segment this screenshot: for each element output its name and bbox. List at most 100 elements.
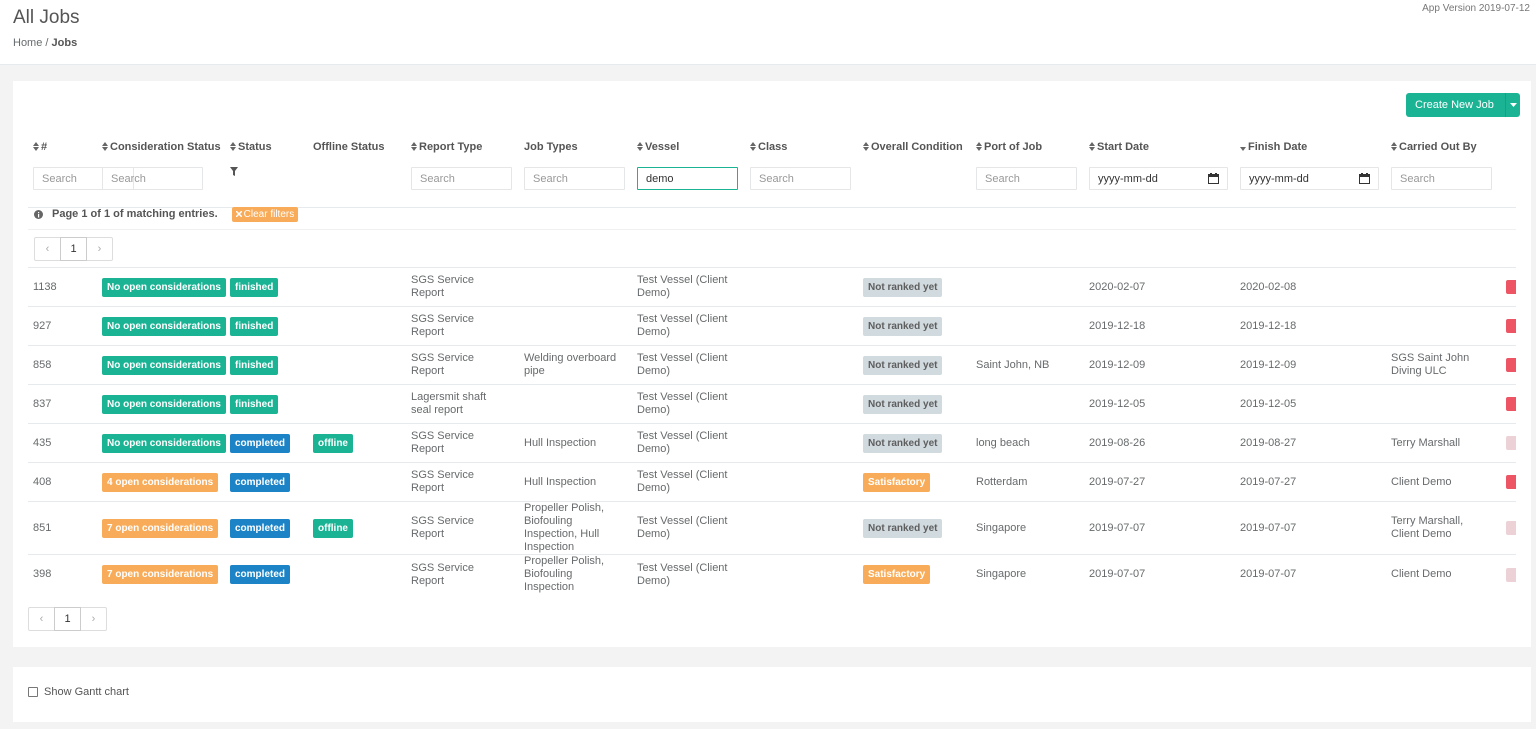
delete-button[interactable] bbox=[1506, 567, 1516, 582]
job-row[interactable]: 408 4 open considerations completed SGS Ser… bbox=[28, 462, 1516, 502]
cell: Not ranked yet bbox=[858, 423, 971, 463]
column-label[interactable]: Consideration Status bbox=[110, 141, 221, 153]
delete-button[interactable] bbox=[1506, 521, 1516, 535]
column-header[interactable]: Class bbox=[745, 135, 858, 159]
create-job-button[interactable]: Create New Job bbox=[1406, 93, 1520, 117]
cell-text: Test Vessel (Client Demo) bbox=[637, 430, 728, 455]
column-label[interactable]: Overall Condition bbox=[871, 141, 963, 153]
breadcrumb-separator: / bbox=[45, 37, 49, 49]
column-label[interactable]: Finish Date bbox=[1248, 141, 1308, 153]
column-label[interactable]: Port of Job bbox=[984, 141, 1043, 153]
filter-cell bbox=[225, 159, 308, 208]
delete-button[interactable] bbox=[1506, 475, 1516, 489]
action-cell bbox=[1501, 306, 1516, 346]
column-label[interactable]: # bbox=[41, 141, 48, 153]
cell-text: Propeller Polish, Biofouling Inspection bbox=[524, 555, 605, 593]
page-number[interactable]: 1 bbox=[54, 607, 81, 631]
delete-button[interactable] bbox=[1506, 397, 1516, 411]
cell bbox=[745, 501, 858, 555]
cell: 7 open considerations bbox=[97, 501, 225, 555]
filter-text[interactable]: Search bbox=[985, 172, 1020, 185]
next-page[interactable]: › bbox=[97, 243, 102, 255]
filter-input[interactable]: Search bbox=[750, 167, 851, 190]
gantt-toggle[interactable]: Show Gantt chart bbox=[28, 686, 129, 698]
filter-text[interactable]: Search bbox=[1400, 172, 1435, 185]
job-row[interactable]: 398 7 open considerations completed SGS Ser… bbox=[28, 554, 1516, 594]
column-label[interactable]: Status bbox=[238, 141, 272, 153]
column-label[interactable]: Start Date bbox=[1097, 141, 1149, 153]
prev-page[interactable]: ‹ bbox=[39, 613, 44, 625]
filter-text[interactable]: Search bbox=[420, 172, 455, 185]
badge: completed bbox=[230, 518, 291, 538]
cell-text: long beach bbox=[976, 436, 1030, 449]
create-job-dropdown[interactable] bbox=[1505, 93, 1520, 117]
gantt-label[interactable]: Show Gantt chart bbox=[44, 686, 129, 698]
column-header[interactable]: Carried Out By bbox=[1386, 135, 1501, 159]
job-row[interactable]: 837 No open considerations finished Lagersm… bbox=[28, 384, 1516, 424]
cell-text: Test Vessel (Client Demo) bbox=[637, 313, 728, 338]
filter-text[interactable]: yyyy-mm-dd bbox=[1249, 172, 1309, 185]
filter-input[interactable]: Search bbox=[1391, 167, 1492, 190]
delete-button[interactable] bbox=[1506, 436, 1516, 450]
checkbox[interactable] bbox=[28, 687, 38, 697]
column-header[interactable]: Vessel bbox=[632, 135, 745, 159]
badge: 4 open considerations bbox=[102, 472, 219, 492]
delete-button[interactable] bbox=[1506, 280, 1516, 294]
job-row[interactable]: 1138 No open considerations finished SGS Se… bbox=[28, 267, 1516, 307]
calendar-icon bbox=[1208, 173, 1219, 184]
filter-input[interactable]: Search bbox=[524, 167, 625, 190]
cell bbox=[308, 306, 406, 346]
delete-button[interactable] bbox=[1506, 319, 1516, 333]
filter-input[interactable]: yyyy-mm-dd bbox=[1240, 167, 1379, 190]
cell bbox=[1386, 267, 1501, 307]
column-header[interactable]: Port of Job bbox=[971, 135, 1084, 159]
column-header[interactable]: Status bbox=[225, 135, 308, 159]
action-cell bbox=[1501, 554, 1516, 594]
column-label[interactable]: Class bbox=[758, 141, 788, 153]
filter-input[interactable]: Search bbox=[976, 167, 1077, 190]
column-label[interactable]: Vessel bbox=[645, 141, 680, 153]
create-job-label[interactable]: Create New Job bbox=[1415, 99, 1494, 111]
job-row[interactable]: 435 No open considerations completed offlin… bbox=[28, 423, 1516, 463]
column-label[interactable]: Report Type bbox=[419, 141, 483, 153]
breadcrumb-home[interactable]: Home bbox=[13, 37, 43, 49]
prev-page[interactable]: ‹ bbox=[45, 243, 50, 255]
column-header[interactable]: Report Type bbox=[406, 135, 519, 159]
job-row[interactable]: 858 No open considerations finished SGS Ser… bbox=[28, 345, 1516, 385]
cell: SGS Service Report bbox=[406, 345, 519, 385]
action-cell bbox=[1501, 501, 1516, 555]
column-header[interactable]: # bbox=[28, 135, 97, 159]
cell bbox=[308, 345, 406, 385]
filter-text[interactable]: Search bbox=[42, 172, 77, 185]
filter-text[interactable]: Search bbox=[759, 172, 794, 185]
filter-input[interactable]: Search bbox=[102, 167, 203, 190]
delete-button[interactable] bbox=[1506, 358, 1516, 372]
filter-input[interactable]: demo bbox=[637, 167, 738, 190]
column-header[interactable]: Consideration Status bbox=[97, 135, 225, 159]
filter-text[interactable]: Search bbox=[111, 172, 146, 185]
clear-filters-label[interactable]: Clear filters bbox=[243, 208, 295, 220]
column-header[interactable]: Start Date bbox=[1084, 135, 1235, 159]
next-page[interactable]: › bbox=[91, 613, 96, 625]
column-label[interactable]: Carried Out By bbox=[1399, 141, 1477, 153]
badge: 7 open considerations bbox=[102, 565, 219, 584]
filter-cell: Search bbox=[97, 159, 225, 208]
badge: Not ranked yet bbox=[863, 518, 943, 538]
filter-button[interactable] bbox=[230, 167, 296, 179]
filter-input[interactable]: Search bbox=[411, 167, 512, 190]
cell bbox=[1386, 306, 1501, 346]
clear-filters[interactable]: Clear filters bbox=[231, 206, 299, 222]
filter-text[interactable]: yyyy-mm-dd bbox=[1098, 172, 1158, 185]
page-number[interactable]: 1 bbox=[60, 237, 87, 261]
filter-input[interactable]: yyyy-mm-dd bbox=[1089, 167, 1228, 190]
job-row[interactable]: 851 7 open considerations completed offline… bbox=[28, 501, 1516, 555]
column-header[interactable]: Overall Condition bbox=[858, 135, 971, 159]
cell-text: Singapore bbox=[976, 568, 1027, 580]
filter-text[interactable]: Search bbox=[533, 172, 568, 185]
cell: Terry Marshall, Client Demo bbox=[1386, 501, 1501, 555]
cell-text: Hull Inspection bbox=[524, 475, 597, 488]
column-header[interactable]: Finish Date bbox=[1235, 135, 1386, 159]
filter-text[interactable]: demo bbox=[646, 172, 674, 185]
cell bbox=[745, 423, 858, 463]
job-row[interactable]: 927 No open considerations finished SGS Ser… bbox=[28, 306, 1516, 346]
